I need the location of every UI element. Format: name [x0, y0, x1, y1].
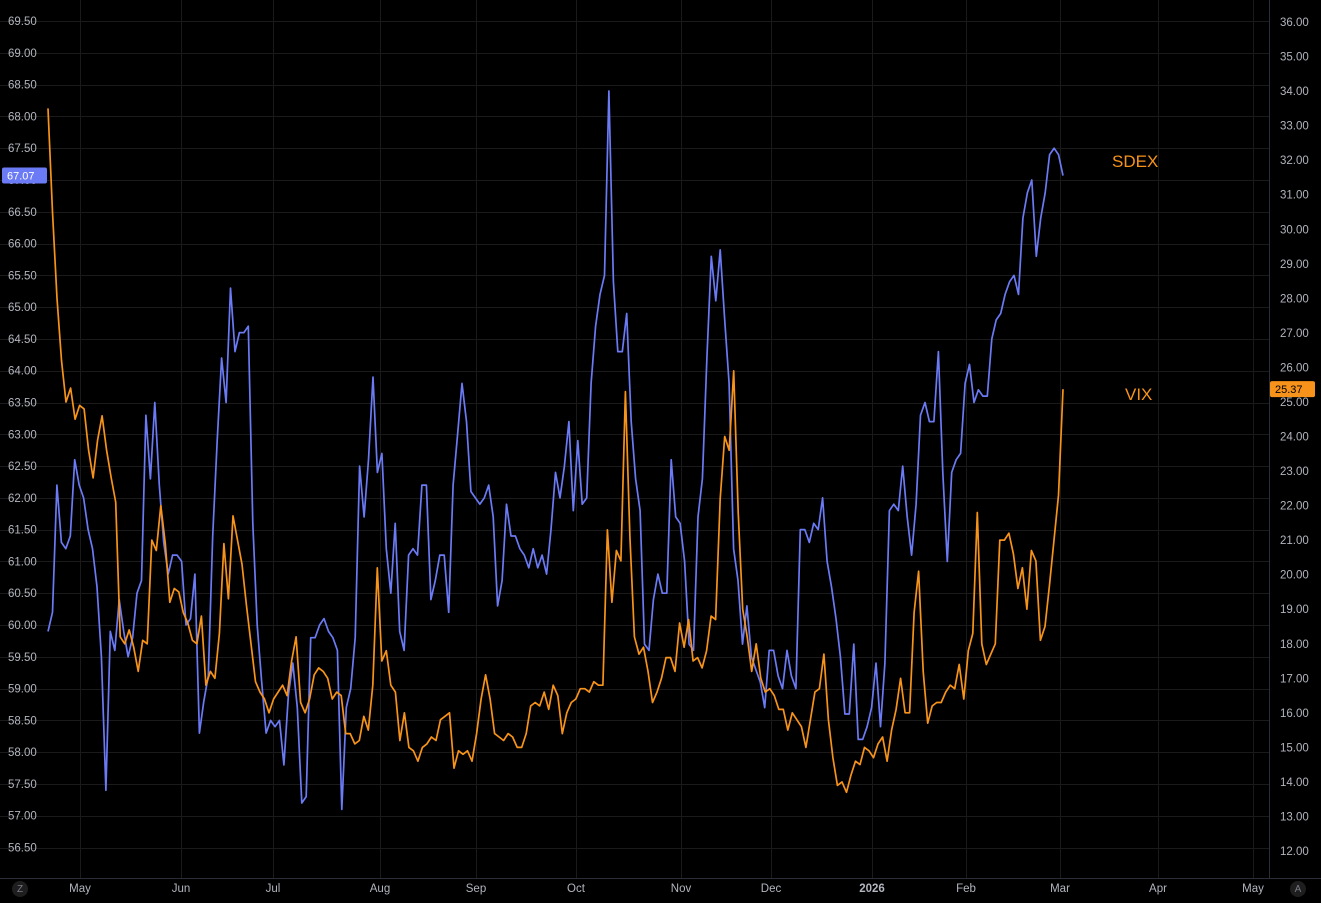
left-axis-tick-label: 68.00	[8, 111, 37, 123]
time-axis-tick-label: Mar	[1050, 883, 1070, 895]
right-axis-tick-label: 32.00	[1280, 155, 1309, 167]
left-axis-tick-label: 63.00	[8, 429, 37, 441]
left-axis[interactable]: 56.50 57.00 57.50 58.00 58.50 59.00 59.50 60.00…	[8, 16, 37, 854]
series-line-sdex	[47, 90, 1064, 811]
left-axis-tick-label: 65.50	[8, 270, 37, 282]
right-axis-tick-label: 14.00	[1280, 777, 1309, 789]
left-axis-tick-label: 57.50	[8, 779, 37, 791]
right-axis-tick-label: 16.00	[1280, 708, 1309, 720]
left-axis-tick-label: 60.50	[8, 588, 37, 600]
time-axis-tick-label: 2026	[859, 883, 885, 895]
right-axis-tick-label: 31.00	[1280, 190, 1309, 202]
series-label-vix: VIX	[1125, 385, 1152, 404]
time-axis-tick-label: Jul	[266, 883, 281, 895]
right-axis-tick-label: 30.00	[1280, 224, 1309, 236]
last-value-badges: 67.07 25.37	[2, 167, 1315, 398]
time-axis-tick-label: Apr	[1149, 883, 1167, 895]
right-axis-tick-label: 24.00	[1280, 432, 1309, 444]
time-axis[interactable]: May Jun Jul Aug Sep Oct Nov Dec 2026 Feb Mar Apr May	[69, 883, 1264, 895]
left-axis-tick-label: 60.00	[8, 620, 37, 632]
last-value-badge-sdex	[2, 167, 47, 184]
left-axis-tick-label: 62.50	[8, 461, 37, 473]
left-axis-tick-label: 67.50	[8, 143, 37, 155]
right-axis-tick-label: 23.00	[1280, 466, 1309, 478]
right-axis-tick-label: 17.00	[1280, 673, 1309, 685]
right-axis-tick-label: 13.00	[1280, 811, 1309, 823]
right-axis-tick-label: 12.00	[1280, 846, 1309, 858]
left-axis-tick-label: 57.00	[8, 811, 37, 823]
right-axis-tick-label: 28.00	[1280, 293, 1309, 305]
left-axis-tick-label: 58.50	[8, 715, 37, 727]
time-axis-tick-label: Aug	[370, 883, 390, 895]
time-axis-tick-label: Dec	[761, 883, 782, 895]
right-axis-tick-label: 15.00	[1280, 742, 1309, 754]
last-value-text-vix: 25.37	[1275, 384, 1303, 396]
left-axis-tick-label: 69.50	[8, 16, 37, 28]
left-axis-tick-label: 56.50	[8, 843, 37, 855]
left-axis-tick-label: 58.00	[8, 747, 37, 759]
left-axis-tick-label: 64.00	[8, 366, 37, 378]
last-value-text-sdex: 67.07	[7, 171, 35, 183]
left-axis-tick-label: 68.50	[8, 80, 37, 92]
left-axis-tick-label: 66.50	[8, 207, 37, 219]
time-axis-tick-label: Feb	[956, 883, 976, 895]
right-axis-tick-label: 36.00	[1280, 17, 1309, 29]
left-axis-tick-label: 65.00	[8, 302, 37, 314]
left-axis-tick-label: 62.00	[8, 493, 37, 505]
right-axis-tick-label: 20.00	[1280, 570, 1309, 582]
time-axis-tick-label: Sep	[466, 883, 486, 895]
left-axis-tick-label: 63.50	[8, 398, 37, 410]
series-labels: SDEX VIX	[1112, 152, 1158, 404]
left-axis-tick-label: 59.50	[8, 652, 37, 664]
right-axis-tick-label: 22.00	[1280, 501, 1309, 513]
series-layer	[47, 90, 1064, 811]
left-axis-tick-label: 64.50	[8, 334, 37, 346]
left-axis-tick-label: 69.00	[8, 48, 37, 60]
left-axis-tick-label: 59.00	[8, 684, 37, 696]
right-axis-tick-label: 27.00	[1280, 328, 1309, 340]
series-line-vix	[47, 108, 1064, 794]
auto-scale-toggle-button[interactable]: A	[1290, 881, 1306, 897]
right-axis-tick-label: 25.00	[1280, 397, 1309, 409]
right-axis-tick-label: 19.00	[1280, 604, 1309, 616]
right-axis-tick-label: 34.00	[1280, 86, 1309, 98]
right-axis-tick-label: 29.00	[1280, 259, 1309, 271]
right-axis[interactable]: 12.00 13.00 14.00 15.00 16.00 17.00 18.00 19.00…	[1280, 17, 1309, 858]
right-axis-tick-label: 35.00	[1280, 52, 1309, 64]
left-axis-tick-label: 61.50	[8, 525, 37, 537]
log-scale-toggle-button[interactable]: Z	[12, 881, 28, 897]
right-axis-tick-label: 26.00	[1280, 362, 1309, 374]
time-axis-tick-label: Nov	[671, 883, 692, 895]
time-axis-tick-label: May	[69, 883, 91, 895]
right-axis-tick-label: 18.00	[1280, 639, 1309, 651]
time-axis-tick-label: Oct	[567, 883, 586, 895]
last-value-badge-vix	[1270, 381, 1315, 398]
time-axis-tick-label: Jun	[172, 883, 191, 895]
time-axis-tick-label: May	[1242, 883, 1264, 895]
series-label-sdex: SDEX	[1112, 152, 1158, 171]
left-axis-tick-label: 66.00	[8, 239, 37, 251]
left-axis-tick-label: 61.00	[8, 556, 37, 568]
right-axis-tick-label: 21.00	[1280, 535, 1309, 547]
right-axis-tick-label: 33.00	[1280, 121, 1309, 133]
